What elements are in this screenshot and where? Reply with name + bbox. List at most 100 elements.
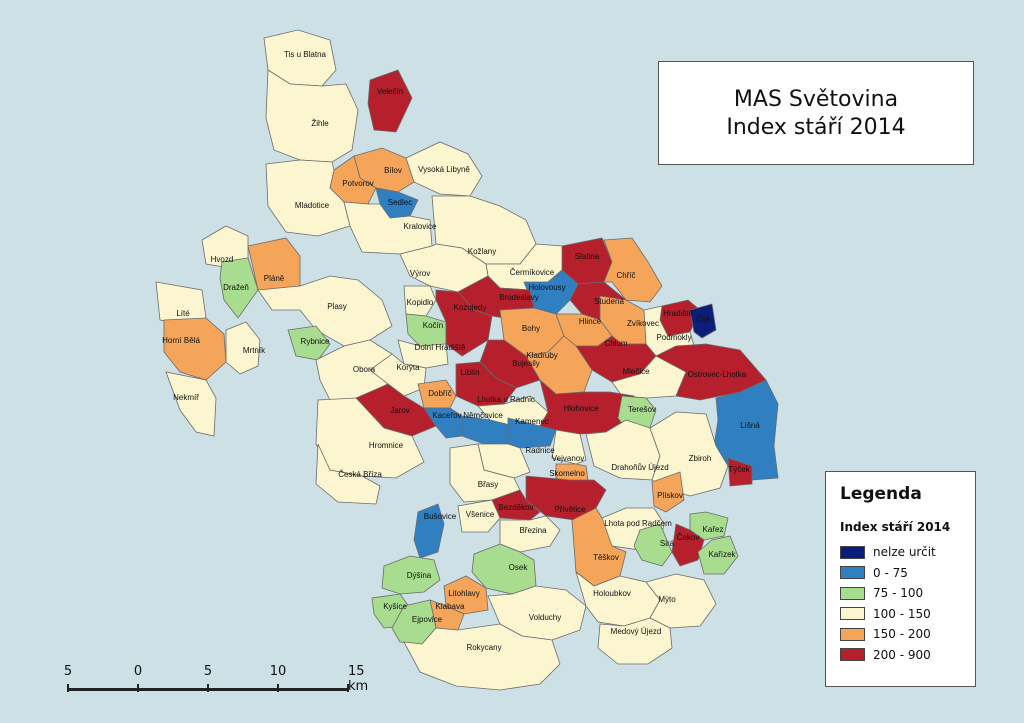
scale-tick-label: 15 km [348,664,369,694]
map-title-box: MAS Světovina Index stáří 2014 [658,61,974,165]
municipality-label: Sedlec [388,198,412,207]
municipality-label: Drahoňův Újezd [611,463,668,472]
municipality-label: Kyšice [383,602,407,611]
scale-tick-label: 0 [133,664,143,679]
municipality-region [287,325,331,361]
municipality-label: Březina [519,526,547,535]
municipality-region [403,285,437,317]
municipality-label: Holoubkov [593,589,631,598]
legend-item: 0 - 75 [840,563,975,584]
municipality-labels: Tis u Blatna Žihle Velečín Bílov Potvorov Vys… [162,50,760,652]
municipality-region [265,69,359,163]
legend-swatch [840,648,865,662]
legend-item: nelze určit [840,542,975,563]
municipality-label: Přívětice [554,505,586,514]
municipality-region [257,275,393,347]
municipality-label: Slatina [575,252,600,261]
municipality-label: Líšná [740,421,760,430]
scale-tick [207,684,209,692]
scale-tick-label: 5 [203,664,213,679]
municipality-label: Potvorov [342,179,374,188]
municipality-region [381,555,441,595]
scale-tick [347,684,349,692]
municipality-label: Kamenec [515,417,549,426]
municipality-label: Mrtník [243,346,266,355]
municipality-label: Holovousy [528,283,565,292]
municipality-label: Němčovice [463,411,503,420]
municipality-label: Lhota pod Radčem [604,519,672,528]
municipality-label: Čilá [696,315,710,324]
map-title: MAS Světovina [733,87,899,112]
municipality-label: Zbiroh [689,454,712,463]
municipality-region [649,411,729,497]
municipality-label: Hromnice [369,441,404,450]
municipality-region [315,443,381,505]
legend-label: 150 - 200 [873,627,931,642]
map-subtitle: Index stáří 2014 [726,115,906,140]
municipality-label: Všenice [466,510,495,519]
legend-swatch [840,607,865,621]
municipality-regions [155,29,779,691]
municipality-label: Vejvanov [552,454,584,463]
municipality-label: Mlečice [622,367,650,376]
municipality-region [713,379,779,481]
legend-item: 200 - 900 [840,645,975,666]
municipality-region [651,471,685,513]
municipality-region [457,499,501,533]
legend-label: nelze určit [873,545,936,560]
municipality-region [405,141,483,197]
municipality-label: Rokycany [466,643,501,652]
municipality-label: Sirá [660,539,675,548]
legend-rows: nelze určit 0 - 75 75 - 100 100 - 150 150 - … [840,542,975,665]
municipality-label: Dolní Hradiště [415,343,466,352]
legend: Legenda Index stáří 2014 nelze určit 0 - … [825,471,976,687]
municipality-label: Rybnice [301,337,330,346]
municipality-region [399,243,489,293]
municipality-label: Litohlavy [448,589,480,598]
municipality-region [603,237,663,303]
municipality-region [405,313,447,347]
municipality-label: Bohy [522,324,540,333]
municipality-region [163,317,227,381]
municipality-label: Kařízek [708,550,736,559]
legend-label: 75 - 100 [873,586,924,601]
municipality-label: Hlohovice [563,404,599,413]
municipality-label: Čekov [677,533,700,542]
municipality-label: Klabava [436,602,465,611]
legend-label: 200 - 900 [873,647,931,662]
municipality-region [697,535,739,575]
municipality-label: Velečín [377,87,403,96]
municipality-label: Terešov [628,405,656,414]
legend-swatch [840,545,865,559]
municipality-region [343,201,433,255]
legend-item: 150 - 200 [840,624,975,645]
legend-item: 100 - 150 [840,604,975,625]
municipality-label: Kaceřov [432,411,461,420]
municipality-label: Mladotice [295,201,330,210]
municipality-label: Líté [176,309,190,318]
municipality-label: Horní Bělá [162,336,200,345]
municipality-label: Hvozd [211,255,234,264]
legend-label: 0 - 75 [873,565,908,580]
municipality-label: Zvíkovec [627,319,659,328]
municipality-region [575,335,657,383]
municipality-region [633,523,673,567]
scale-tick [277,684,279,692]
municipality-label: Radnice [525,446,555,455]
municipality-label: Bujesily [512,359,540,368]
municipality-label: Kočín [423,321,443,330]
municipality-label: Kralovice [404,222,437,231]
municipality-label: Kopidlo [407,298,434,307]
municipality-label: Volduchy [529,613,561,622]
municipality-label: Kozojedy [454,303,487,312]
municipality-label: Pláně [264,274,285,283]
municipality-label: Kožlany [468,247,496,256]
municipality-label: Brodeslavy [499,293,539,302]
municipality-label: Skomelno [549,469,585,478]
legend-label: 100 - 150 [873,606,931,621]
scale-tick-label: 5 [63,664,73,679]
municipality-label: Ejpovice [412,615,443,624]
municipality-label: Česká Bříza [338,470,382,479]
municipality-label: Korýta [396,363,420,372]
